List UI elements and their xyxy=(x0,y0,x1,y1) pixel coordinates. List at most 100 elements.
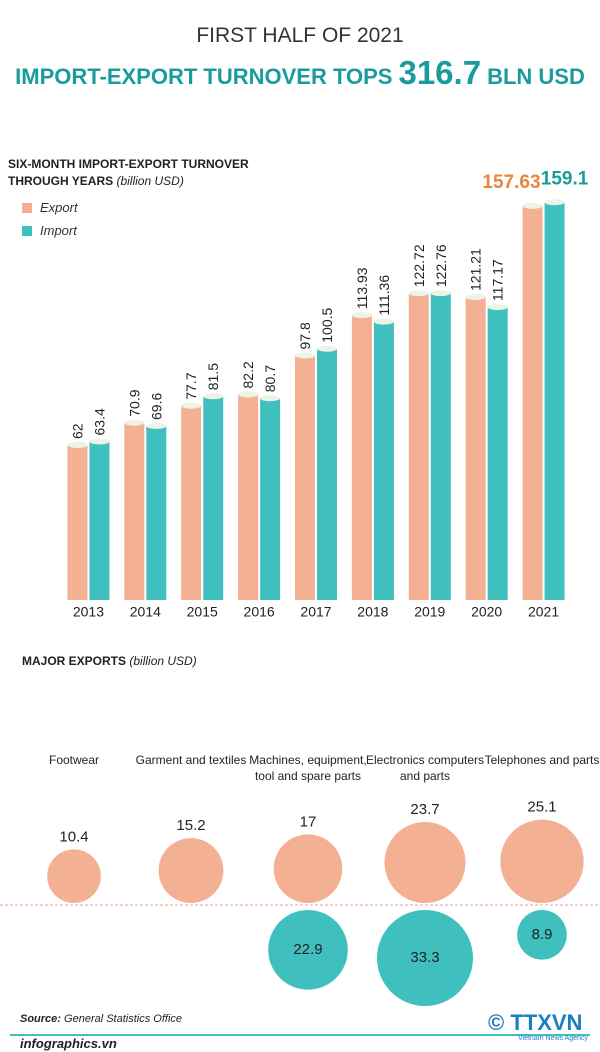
value-label: 111.36 xyxy=(376,275,392,316)
value-label: 81.5 xyxy=(205,363,221,390)
bar xyxy=(181,405,202,600)
value-label: 33.3 xyxy=(410,949,439,966)
bar xyxy=(260,398,281,600)
bar-cap xyxy=(181,402,202,409)
bar xyxy=(465,296,486,600)
x-tick-label: 2018 xyxy=(357,604,388,620)
source: Source: General Statistics Office xyxy=(20,1013,182,1025)
chart-subtitle: (billion USD) xyxy=(116,174,184,188)
x-tick-label: 2020 xyxy=(471,604,502,620)
category-label: Electronics computers and parts xyxy=(365,753,485,783)
site: infographics.vn xyxy=(20,1036,117,1051)
category-label: Footwear xyxy=(48,753,100,767)
bar xyxy=(317,348,337,600)
value-label: 100.5 xyxy=(319,308,335,343)
value-label: 10.4 xyxy=(59,828,88,845)
legend-label: Export xyxy=(40,200,78,215)
bar xyxy=(373,321,394,600)
bar-cap xyxy=(89,438,110,445)
value-label: 63.4 xyxy=(91,408,107,435)
bar-cap xyxy=(430,290,451,297)
value-label: 117.17 xyxy=(490,259,506,301)
bar xyxy=(238,394,259,600)
bar xyxy=(203,396,224,600)
bar xyxy=(430,293,451,600)
legend-swatch xyxy=(22,226,32,236)
bubble xyxy=(500,819,584,904)
bar-cap xyxy=(373,318,394,325)
headline-unit: BLN USD xyxy=(487,64,585,89)
value-label: 25.1 xyxy=(527,799,556,816)
bar-cap xyxy=(295,352,315,359)
bubble xyxy=(273,834,343,903)
legend-label: Import xyxy=(40,223,77,238)
value-label: 122.76 xyxy=(433,244,449,287)
bar-cap xyxy=(317,345,337,352)
value-label: 22.9 xyxy=(293,941,322,958)
agency: Vietnam News Agency xyxy=(518,1035,588,1042)
chart-title-block: MAJOR EXPORTS (billion USD) xyxy=(22,653,422,670)
logo: © TTXVN xyxy=(488,1010,583,1035)
x-tick-label: 2017 xyxy=(300,604,331,620)
chart-title: MAJOR EXPORTS xyxy=(22,654,127,668)
value-label: 17 xyxy=(300,813,317,830)
bubble xyxy=(158,838,224,903)
category-label: Machines, equipment, tool and spare part… xyxy=(249,753,367,783)
value-label: 97.8 xyxy=(297,322,313,349)
bubble xyxy=(517,910,567,960)
value-label: 77.7 xyxy=(183,372,199,399)
bar xyxy=(544,202,565,600)
value-label: 159.1 xyxy=(541,168,589,189)
chart-title-block: SIX-MONTH IMPORT-EXPORT TURNOVER THROUGH… xyxy=(8,156,268,190)
value-label: 157.63 xyxy=(482,172,540,193)
bar-cap xyxy=(408,290,429,297)
bar-cap xyxy=(522,202,543,209)
value-label: 82.2 xyxy=(240,361,256,388)
legend-swatch xyxy=(22,203,32,213)
bar xyxy=(487,307,508,600)
headline-figure: 316.7 xyxy=(398,54,482,91)
bar-cap xyxy=(67,442,88,448)
bar-cap xyxy=(351,312,372,319)
value-label: 15.2 xyxy=(176,817,205,834)
bar xyxy=(67,445,88,600)
source-label: Source: xyxy=(20,1013,61,1025)
bar xyxy=(408,293,429,600)
bubble xyxy=(377,910,473,1006)
bar-cap xyxy=(260,395,281,402)
logo-text: TTXVN xyxy=(510,1010,583,1035)
value-label: 62 xyxy=(69,423,85,439)
category-label: Telephones and parts xyxy=(484,753,600,767)
bar xyxy=(522,205,543,601)
category-label: Garment and textiles xyxy=(135,753,247,767)
value-label: 23.7 xyxy=(410,801,439,818)
chart-title: SIX-MONTH IMPORT-EXPORT TURNOVER THROUGH… xyxy=(8,157,249,188)
bubble xyxy=(384,822,466,903)
bar-cap xyxy=(544,199,565,206)
bar xyxy=(124,422,145,600)
bar xyxy=(351,315,372,600)
chart-subtitle: (billion USD) xyxy=(129,654,197,668)
x-tick-label: 2013 xyxy=(73,604,104,620)
value-label: 80.7 xyxy=(262,365,278,392)
value-label: 113.93 xyxy=(354,267,370,309)
bubble xyxy=(47,849,101,903)
bar-cap xyxy=(203,393,224,400)
x-tick-label: 2016 xyxy=(244,604,275,620)
source-text: General Statistics Office xyxy=(64,1013,183,1025)
bar xyxy=(89,441,110,600)
bar-cap xyxy=(146,423,167,429)
x-tick-label: 2021 xyxy=(528,604,559,620)
bar xyxy=(146,426,167,600)
value-label: 69.6 xyxy=(148,393,164,420)
x-tick-label: 2015 xyxy=(187,604,218,620)
x-tick-label: 2019 xyxy=(414,604,445,620)
bar-cap xyxy=(465,293,486,300)
x-tick-label: 2014 xyxy=(130,604,161,620)
bar-cap xyxy=(238,391,259,398)
bubble xyxy=(268,910,348,990)
headline: IMPORT-EXPORT TURNOVER TOPS 316.7 BLN USD xyxy=(0,54,600,92)
kicker: FIRST HALF OF 2021 xyxy=(196,24,404,47)
value-label: 8.9 xyxy=(532,926,553,943)
